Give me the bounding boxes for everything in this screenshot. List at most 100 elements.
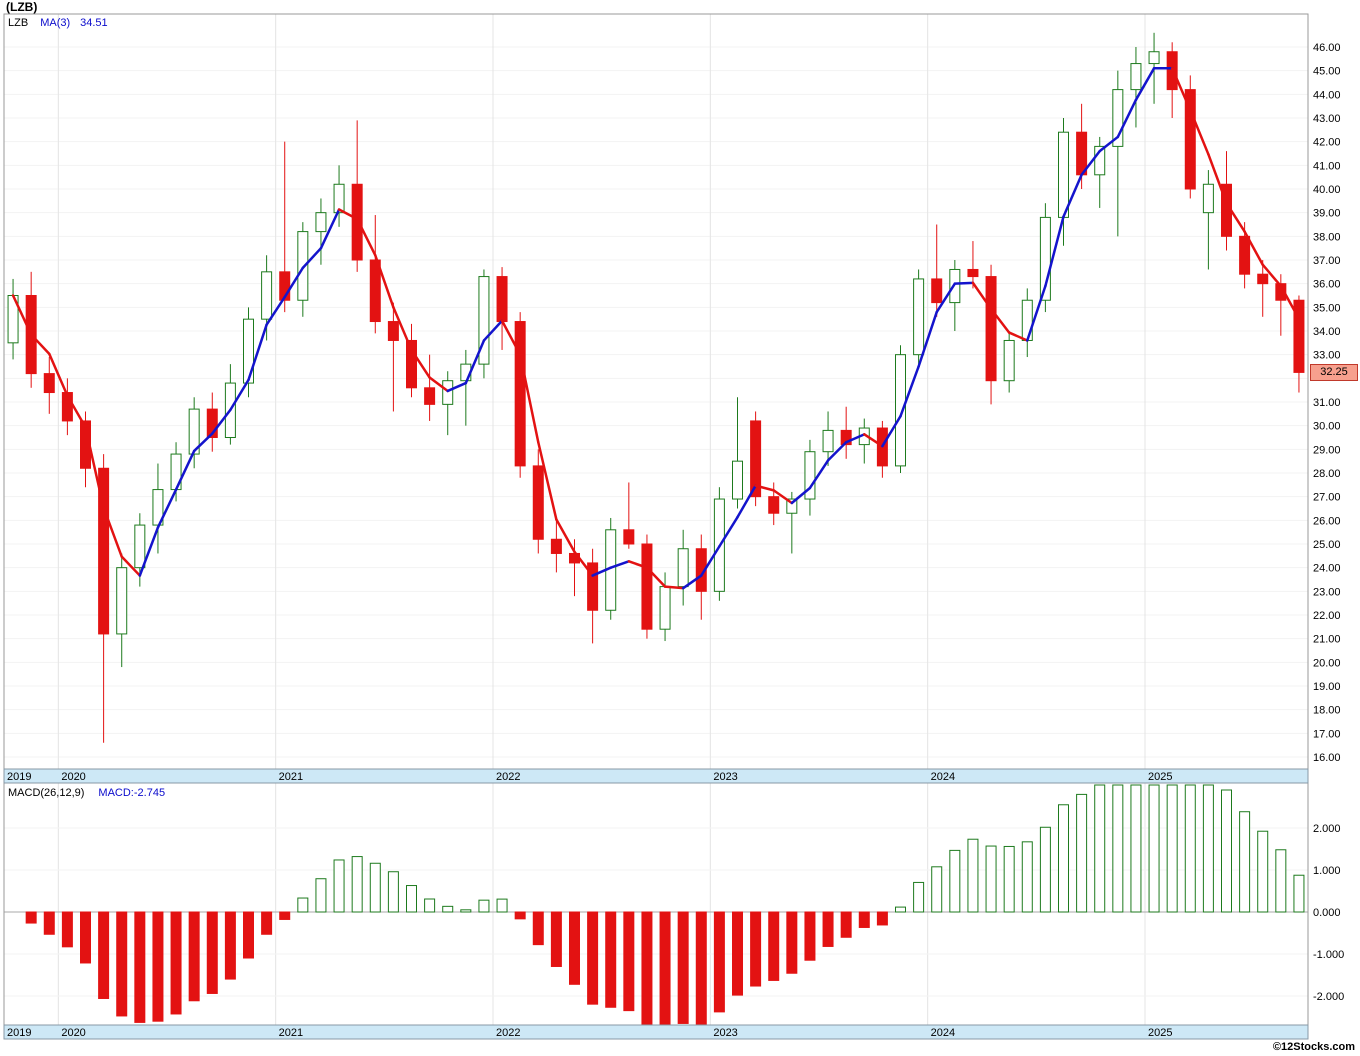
candle <box>967 241 979 289</box>
candle <box>895 345 906 473</box>
candle <box>949 260 961 331</box>
macd-bar <box>1184 784 1196 913</box>
price-axis-label: 40.00 <box>1313 184 1341 196</box>
candle <box>351 120 363 272</box>
site-credit: ©12Stocks.com <box>1272 1041 1355 1053</box>
macd-bar <box>677 911 689 1024</box>
price-axis-label: 23.00 <box>1313 586 1341 598</box>
price-axis-label: 33.00 <box>1313 350 1341 362</box>
macd-histogram <box>25 784 1305 1025</box>
macd-bar <box>1202 784 1214 913</box>
macd-bar <box>768 911 780 981</box>
price-axis-label: 16.00 <box>1313 752 1341 764</box>
macd-bar <box>949 849 961 913</box>
macd-bar <box>804 911 816 961</box>
candle <box>1003 331 1015 393</box>
price-axis-label: 43.00 <box>1313 113 1341 125</box>
candle <box>876 420 888 478</box>
macd-bar <box>858 911 870 928</box>
macd-bar <box>351 856 363 913</box>
price-axis-label: 37.00 <box>1313 255 1341 267</box>
price-axis: 16.00 17.00 18.00 19.00 20.00 21.00 22.00 23.00… <box>1313 42 1344 1003</box>
legend-symbol: LZB <box>8 17 29 29</box>
legend-ma-value: 34.51 <box>80 17 108 29</box>
macd-bar <box>1130 784 1142 913</box>
macd-bar <box>442 905 454 913</box>
page-title: (LZB) <box>6 0 38 14</box>
candle <box>985 264 997 405</box>
macd-bar <box>786 911 798 974</box>
candle <box>188 397 200 469</box>
macd-bar <box>623 911 635 1012</box>
macd-bar <box>1257 830 1269 913</box>
year-label: 2020 <box>61 771 85 783</box>
candle <box>913 269 925 369</box>
year-label: 2021 <box>279 771 303 783</box>
macd-bar <box>206 911 218 994</box>
macd-bar <box>424 898 436 913</box>
macd-bar <box>224 911 236 980</box>
price-axis-label: 24.00 <box>1313 563 1341 575</box>
macd-bar <box>496 898 508 913</box>
price-axis-label: 31.00 <box>1313 397 1341 409</box>
candle <box>695 534 707 620</box>
macd-bar <box>188 911 200 1002</box>
candle <box>822 411 834 466</box>
legend-ma-label: MA(3) <box>40 17 71 29</box>
candle <box>424 354 436 421</box>
macd-bar <box>387 871 399 913</box>
year-label: 2025 <box>1148 771 1172 783</box>
price-axis-label: 45.00 <box>1313 66 1341 78</box>
candle <box>1202 170 1214 270</box>
ma3-line <box>11 67 1301 590</box>
macd-bar <box>659 911 671 1025</box>
timeline-strip-price: 2019 2020 2021 2022 2023 2024 2025 <box>3 768 1309 784</box>
macd-bar <box>1112 784 1124 913</box>
year-label: 2022 <box>496 1027 520 1039</box>
macd-bar <box>732 911 743 996</box>
macd-bar <box>913 881 925 913</box>
macd-bar <box>550 911 562 967</box>
candle <box>532 449 544 554</box>
macd-bar <box>279 911 291 920</box>
candle <box>1293 295 1305 393</box>
macd-bar <box>460 909 472 913</box>
macd-bar <box>243 911 254 959</box>
price-axis-label: 26.00 <box>1313 515 1341 527</box>
macd-bar <box>369 862 381 913</box>
macd-legend: MACD(26,12,9) MACD:-2.745 <box>8 787 165 800</box>
macd-bar <box>750 911 762 987</box>
macd-bar <box>1221 789 1232 913</box>
year-label: 2022 <box>496 771 520 783</box>
candle <box>206 392 218 452</box>
macd-bar <box>1058 804 1069 913</box>
macd-bar <box>532 911 544 946</box>
macd-bar <box>822 911 834 947</box>
candle <box>1094 136 1106 208</box>
price-axis-label: 17.00 <box>1313 728 1341 740</box>
price-axis-label: 35.00 <box>1313 302 1341 314</box>
candle <box>840 406 852 459</box>
year-label: 2021 <box>279 1027 303 1039</box>
macd-bar <box>297 897 309 913</box>
macd-bar <box>1076 793 1088 913</box>
year-label: 2023 <box>713 771 737 783</box>
macd-bar <box>1293 874 1305 913</box>
candle <box>550 520 562 573</box>
macd-bar <box>1239 811 1251 913</box>
price-axis-label: 19.00 <box>1313 681 1341 693</box>
macd-indicator-label: MACD(26,12,9) <box>8 787 85 799</box>
macd-axis-label: -1.000 <box>1313 949 1344 961</box>
macd-bar <box>713 911 725 1013</box>
price-legend: LZB MA(3) 34.51 <box>8 17 108 30</box>
macd-bar <box>605 911 617 1008</box>
price-axis-label: 28.00 <box>1313 468 1341 480</box>
candle <box>496 267 508 350</box>
macd-bar <box>80 911 91 964</box>
macd-bar <box>98 911 110 999</box>
year-label: 2019 <box>7 771 31 783</box>
macd-value-label: MACD:-2.745 <box>98 787 166 799</box>
candle <box>460 349 472 426</box>
macd-bar <box>315 878 327 913</box>
